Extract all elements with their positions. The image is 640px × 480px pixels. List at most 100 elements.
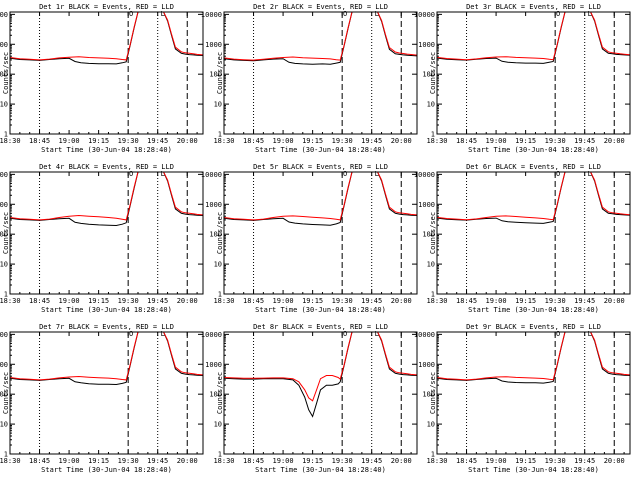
y-tick-label: 1 <box>218 291 222 299</box>
chart-title: Det 8r BLACK = Events, RED = LLD <box>253 323 388 331</box>
x-tick-label: 19:30 <box>332 297 353 305</box>
x-tick-label: 19:15 <box>515 297 536 305</box>
x-tick-label: 19:30 <box>118 457 139 465</box>
x-tick-label: 19:45 <box>147 297 168 305</box>
marker-l-label: L <box>588 10 592 18</box>
x-tick-label: 19:15 <box>515 137 536 145</box>
y-axis-label: Counts/sec <box>2 372 10 414</box>
plot-frame <box>9 11 204 135</box>
x-tick-label: 18:30 <box>0 137 21 145</box>
y-tick-label: 100 <box>422 391 435 399</box>
x-tick-label: 18:30 <box>426 297 447 305</box>
chart-title: Det 4r BLACK = Events, RED = LLD <box>39 163 174 171</box>
x-tick-label: 20:00 <box>177 137 198 145</box>
marker-l-label: L <box>161 170 165 178</box>
series-events <box>10 12 203 65</box>
x-axis-label: Start Time (30-Jun-04 18:28:40) <box>41 466 172 474</box>
x-tick-label: 19:00 <box>59 457 80 465</box>
x-axis-label: Start Time (30-Jun-04 18:28:40) <box>255 146 386 154</box>
y-tick-label: 1000 <box>205 201 222 209</box>
x-tick-label: 18:30 <box>426 457 447 465</box>
x-tick-label: 19:30 <box>332 137 353 145</box>
x-tick-label: 18:30 <box>0 457 21 465</box>
y-tick-label: 1 <box>431 131 435 139</box>
x-tick-label: 19:00 <box>273 457 294 465</box>
x-tick-label: 19:15 <box>88 457 109 465</box>
series-events <box>224 332 417 418</box>
y-tick-label: 100 <box>422 71 435 79</box>
x-tick-label: 19:30 <box>545 137 566 145</box>
series-lld <box>224 12 417 61</box>
x-tick-label: 19:45 <box>361 457 382 465</box>
y-tick-label: 10000 <box>0 11 8 19</box>
y-tick-label: 1000 <box>205 41 222 49</box>
marker-o-label: O <box>129 330 133 338</box>
chart-title: Det 2r BLACK = Events, RED = LLD <box>253 3 388 11</box>
x-tick-label: 18:30 <box>213 297 234 305</box>
chart-title: Det 5r BLACK = Events, RED = LLD <box>253 163 388 171</box>
plot-frame <box>9 331 204 455</box>
x-tick-label: 18:30 <box>0 297 21 305</box>
y-tick-label: 100 <box>0 231 8 239</box>
marker-l-label: L <box>161 10 165 18</box>
chart-title: Det 9r BLACK = Events, RED = LLD <box>466 323 601 331</box>
x-tick-label: 19:15 <box>88 297 109 305</box>
marker-o-label: O <box>343 10 347 18</box>
x-axis-label: Start Time (30-Jun-04 18:28:40) <box>468 466 599 474</box>
x-tick-label: 18:30 <box>426 137 447 145</box>
x-tick-label: 19:30 <box>545 297 566 305</box>
y-tick-label: 100 <box>0 71 8 79</box>
y-tick-label: 10000 <box>201 171 222 179</box>
y-axis-label: Counts/sec <box>216 212 224 254</box>
x-axis-label: Start Time (30-Jun-04 18:28:40) <box>41 306 172 314</box>
y-tick-label: 1000 <box>418 201 435 209</box>
plot-frame <box>436 331 631 455</box>
y-tick-label: 1000 <box>0 41 8 49</box>
y-tick-label: 100 <box>0 391 8 399</box>
y-tick-label: 10000 <box>0 171 8 179</box>
x-tick-label: 19:00 <box>486 457 507 465</box>
x-tick-label: 19:30 <box>118 297 139 305</box>
plot-frame <box>9 171 204 295</box>
x-tick-label: 19:00 <box>59 297 80 305</box>
plot-frame <box>223 171 418 295</box>
marker-o-label: O <box>343 330 347 338</box>
x-tick-label: 18:45 <box>29 297 50 305</box>
x-tick-label: 19:30 <box>545 457 566 465</box>
x-tick-label: 19:45 <box>574 137 595 145</box>
y-tick-label: 10 <box>427 101 435 109</box>
y-tick-label: 100 <box>209 231 222 239</box>
x-tick-label: 20:00 <box>604 297 625 305</box>
y-tick-label: 10000 <box>414 171 435 179</box>
y-tick-label: 10 <box>0 101 8 109</box>
chart-title: Det 3r BLACK = Events, RED = LLD <box>466 3 601 11</box>
y-tick-label: 1 <box>431 451 435 459</box>
y-tick-label: 10000 <box>414 11 435 19</box>
y-tick-label: 10000 <box>414 331 435 339</box>
chart-title: Det 1r BLACK = Events, RED = LLD <box>39 3 174 11</box>
marker-l-label: L <box>588 170 592 178</box>
x-tick-label: 19:00 <box>273 297 294 305</box>
x-tick-label: 19:00 <box>273 137 294 145</box>
series-events <box>10 332 203 386</box>
y-axis-label: Counts/sec <box>429 52 437 94</box>
y-tick-label: 10 <box>214 101 222 109</box>
y-tick-label: 10 <box>214 261 222 269</box>
x-axis-label: Start Time (30-Jun-04 18:28:40) <box>468 306 599 314</box>
y-tick-label: 1 <box>218 131 222 139</box>
y-tick-label: 1 <box>218 451 222 459</box>
marker-l-label: L <box>375 170 379 178</box>
y-tick-label: 1000 <box>0 201 8 209</box>
y-tick-label: 1 <box>431 291 435 299</box>
y-tick-label: 1 <box>4 131 8 139</box>
y-tick-label: 10 <box>0 261 8 269</box>
x-tick-label: 18:45 <box>456 457 477 465</box>
x-tick-label: 19:15 <box>302 457 323 465</box>
x-tick-label: 19:45 <box>574 297 595 305</box>
x-tick-label: 19:15 <box>302 297 323 305</box>
